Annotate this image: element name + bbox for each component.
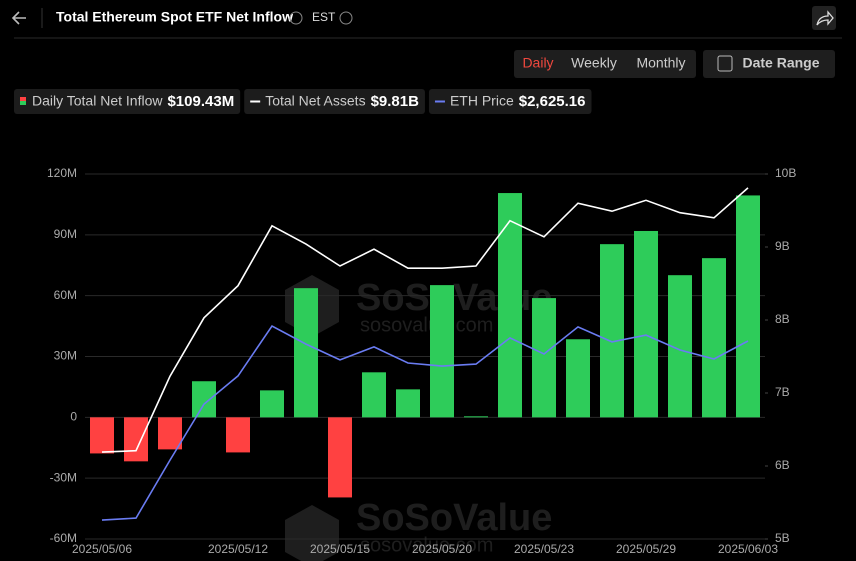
x-tick-label: 2025/05/15 — [310, 542, 370, 556]
legend-chip — [14, 89, 241, 114]
bar — [702, 258, 726, 418]
legend-item[interactable]: ETH Price $2,625.16 — [428, 89, 592, 114]
period-button[interactable]: Daily — [522, 55, 553, 71]
legend-value: $109.43M — [167, 93, 234, 110]
x-tick-label: 2025/05/06 — [72, 542, 132, 556]
chart-title: Total Ethereum Spot ETF Net Inflow — [56, 9, 293, 25]
share-icon — [816, 10, 834, 26]
bar — [396, 389, 420, 418]
y2-tick-label: 5B — [775, 531, 790, 545]
period-button[interactable]: Monthly — [636, 55, 685, 71]
x-tick-label: 2025/05/12 — [208, 542, 268, 556]
watermark-text: SoSoValue — [356, 497, 552, 539]
bar — [498, 193, 522, 418]
info-icon[interactable] — [339, 11, 353, 25]
calendar-icon — [717, 55, 733, 72]
y-tick-label: 90M — [54, 227, 77, 241]
legend-item[interactable]: Total Net Assets $9.81B — [244, 89, 425, 114]
watermark-url: sosovalue.com — [360, 314, 493, 336]
bar — [294, 288, 318, 418]
legend-item[interactable]: Daily Total Net Inflow $109.43M — [14, 89, 241, 114]
date-range-button[interactable] — [703, 50, 835, 78]
x-tick-label: 2025/05/29 — [616, 542, 676, 556]
bar — [260, 390, 284, 418]
period-button[interactable]: Weekly — [571, 55, 617, 71]
back-arrow[interactable] — [11, 11, 26, 25]
y-tick-label: -30M — [50, 470, 77, 484]
period-button[interactable]: Date Range — [742, 55, 819, 71]
bar — [430, 285, 454, 418]
bar — [328, 417, 352, 498]
info-icon[interactable] — [289, 11, 303, 25]
y2-tick-label: 9B — [775, 239, 790, 253]
x-tick-label: 2025/05/20 — [412, 542, 472, 556]
y-tick-label: -60M — [50, 531, 77, 545]
watermark-text: SoSoValue — [356, 277, 552, 319]
bar — [124, 417, 148, 462]
y-tick-label: 30M — [54, 349, 77, 363]
bar — [736, 195, 760, 418]
timezone: EST — [312, 10, 336, 24]
bar — [634, 230, 658, 418]
x-tick-label: 2025/06/03 — [718, 542, 778, 556]
legend-swatch — [20, 97, 26, 101]
legend-chip — [428, 89, 592, 114]
y-tick-label: 120M — [47, 166, 77, 180]
watermark-url: sosovalue.com — [360, 534, 493, 556]
legend-chip — [244, 89, 425, 114]
legend-swatch — [20, 101, 26, 105]
bar — [464, 416, 488, 418]
legend-label: Daily Total Net Inflow — [32, 93, 163, 109]
line — [101, 187, 749, 453]
y2-tick-label: 8B — [775, 312, 790, 326]
y-tick-label: 0 — [70, 410, 77, 424]
bar — [600, 244, 624, 418]
legend-value: $9.81B — [371, 93, 420, 110]
bar — [192, 381, 216, 418]
bar — [158, 417, 182, 450]
period-toggle — [514, 50, 696, 78]
x-tick-label: 2025/05/23 — [514, 542, 574, 556]
y2-tick-label: 6B — [775, 458, 790, 472]
line — [101, 325, 749, 521]
watermark-logo — [285, 505, 339, 561]
bar — [362, 372, 386, 418]
y-tick-label: 60M — [54, 288, 77, 302]
y2-tick-label: 7B — [775, 385, 790, 399]
bar — [566, 339, 590, 418]
bar — [532, 298, 556, 418]
bar — [90, 417, 114, 454]
bar — [226, 417, 250, 453]
legend-value: $2,625.16 — [519, 93, 586, 110]
y2-tick-label: 10B — [775, 166, 796, 180]
legend-label: ETH Price — [450, 93, 514, 109]
legend-label: Total Net Assets — [265, 93, 365, 109]
